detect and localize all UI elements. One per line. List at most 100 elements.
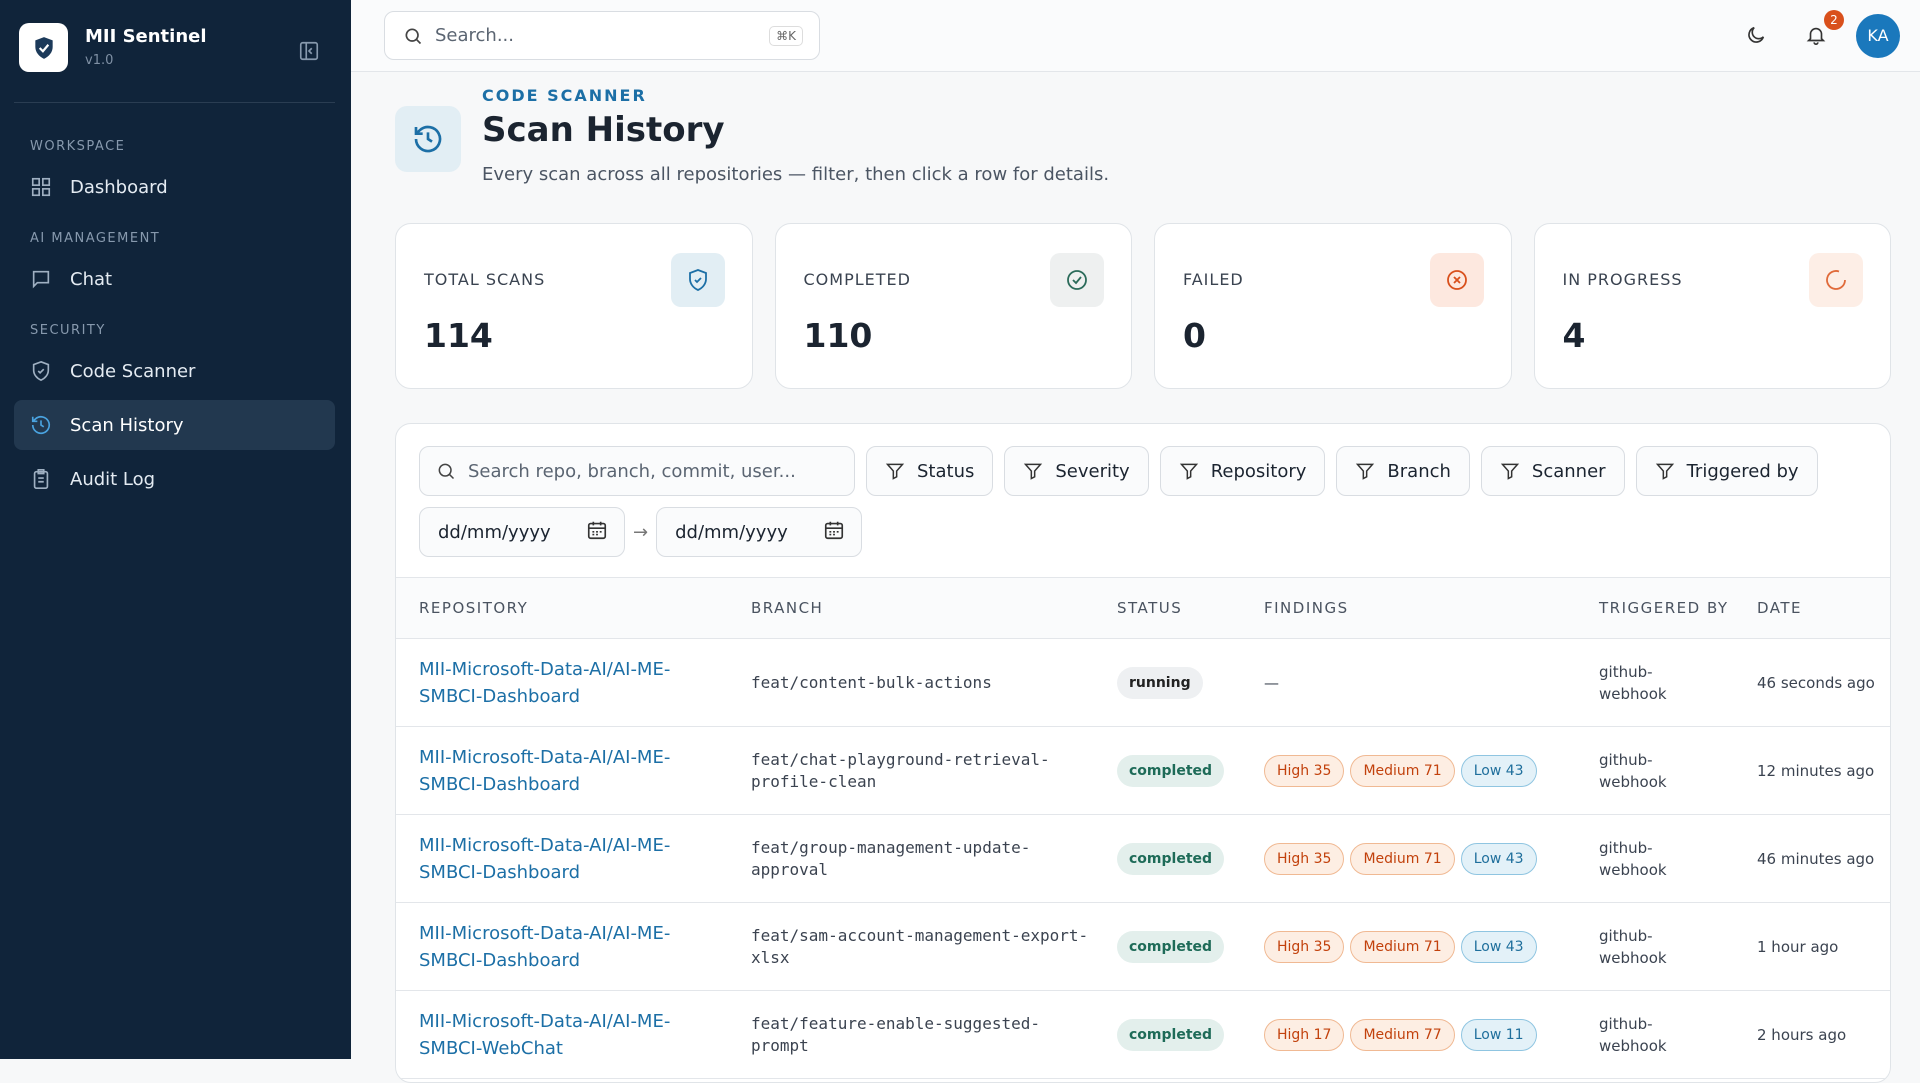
column-header: STATUS [1107, 577, 1254, 639]
collapse-button[interactable] [298, 40, 320, 62]
search-placeholder: Search... [435, 25, 515, 46]
divider [14, 102, 335, 103]
header-icon [395, 106, 461, 172]
cell: feat/feature-enable-suggested-prompt [741, 990, 1107, 1079]
stat-label: IN PROGRESS [1562, 270, 1683, 289]
scan-row[interactable]: MII-Microsoft-Data-AI/AI-ME-SMBCI-WebCha… [396, 990, 1890, 1079]
avatar[interactable]: KA [1856, 14, 1900, 58]
nav-item[interactable]: Code Scanner [14, 346, 335, 396]
icon-part [688, 269, 707, 291]
triggered-by: github-webhook [1599, 926, 1667, 967]
date-range: dd/mm/yyyy → dd/mm/yyyy [419, 507, 1867, 557]
notifications[interactable] [1805, 24, 1827, 46]
repo-link[interactable]: MII-Microsoft-Data-AI/AI-ME-SMBCI-Dashbo… [419, 658, 671, 707]
triggered-by: github-webhook [1599, 662, 1667, 703]
repo-link[interactable]: MII-Microsoft-Data-AI/AI-ME-SMBCI-Dashbo… [419, 746, 671, 795]
nav-item[interactable]: Audit Log [14, 454, 335, 504]
stat-card: IN PROGRESS 4 [1533, 223, 1891, 389]
filter-button-label: Severity [1055, 460, 1130, 482]
scan-row[interactable]: MII-Microsoft-Data-AI/AI-ME-SMBCI-Dashbo… [396, 814, 1890, 903]
nav: WORKSPACE Dashboard AI MANAGEMENT Chat SECUR… [14, 120, 335, 508]
filter-button-label: Scanner [1531, 460, 1606, 482]
filter-button[interactable]: Triggered by [1635, 446, 1818, 496]
filter-button-label: Repository [1210, 460, 1307, 482]
date-from[interactable]: dd/mm/yyyy [419, 507, 625, 557]
icon-part [34, 36, 53, 59]
cell: completed [1107, 726, 1254, 815]
stat-icon [670, 253, 725, 307]
filter-button[interactable]: Status [866, 446, 994, 496]
cell: High 35 Medium 71 Low 43 [1254, 902, 1589, 991]
cell: High 35 Medium 71 Low 43 [1254, 726, 1589, 815]
shortcut: ⌘K [769, 26, 803, 46]
status-badge: completed [1117, 842, 1225, 875]
filter-search[interactable]: Search repo, branch, commit, user... [419, 446, 855, 496]
scan-row[interactable]: MII-Microsoft-Data-AI/AI-ME-SMBCI-Dashbo… [396, 902, 1890, 991]
nav-section-label: AI MANAGEMENT [30, 231, 161, 246]
icon-part [414, 125, 442, 153]
nav-label: Audit Log [70, 468, 156, 490]
icon-part [1748, 26, 1765, 43]
icon-part [1356, 463, 1375, 480]
triggered-by: github-webhook [1599, 1014, 1667, 1055]
icon-part [1024, 463, 1043, 480]
finding-chip: Medium 77 [1350, 1018, 1455, 1051]
scan-table: REPOSITORY BRANCH STATUS FINDINGS TRIGGERED … [396, 577, 1890, 1079]
repo-link[interactable]: MII-Microsoft-Data-AI/AI-ME-SMBCI-WebCha… [419, 1010, 671, 1059]
finding-chip: Low 43 [1460, 842, 1537, 875]
nav-item[interactable]: Dashboard [14, 162, 335, 212]
filter-button-label: Triggered by [1686, 460, 1799, 482]
cell: 46 seconds ago [1747, 638, 1890, 727]
icon-part [1356, 463, 1375, 480]
status-badge: completed [1117, 930, 1225, 963]
cell: 1 hour ago [1747, 902, 1890, 991]
finding-chip: High 35 [1264, 842, 1345, 875]
filter-button[interactable]: Scanner [1480, 446, 1625, 496]
icon-part [1806, 27, 1826, 45]
stat-label: TOTAL SCANS [424, 270, 546, 289]
filter-button[interactable]: Severity [1004, 446, 1149, 496]
cell: feat/content-bulk-actions [741, 638, 1107, 727]
icon-part [1655, 463, 1674, 480]
finding-chip: Low 43 [1460, 930, 1537, 963]
cell: 12 minutes ago [1747, 726, 1890, 815]
finding-chip: Medium 71 [1350, 930, 1455, 963]
icon-part [1072, 276, 1082, 285]
finding-chip: High 17 [1264, 1018, 1345, 1051]
cell: github-webhook [1589, 814, 1747, 903]
filter-button-label: Branch [1387, 460, 1451, 482]
global-search[interactable]: Search... ⌘K [384, 11, 820, 60]
cell: High 17 Medium 77 Low 11 [1254, 990, 1589, 1079]
repo-link[interactable]: MII-Microsoft-Data-AI/AI-ME-SMBCI-Dashbo… [419, 922, 671, 971]
cell: completed [1107, 990, 1254, 1079]
filters: Search repo, branch, commit, user... Stat… [419, 446, 1867, 557]
date-to[interactable]: dd/mm/yyyy [656, 507, 863, 557]
icon-part [1500, 463, 1520, 480]
stat-card: COMPLETED 110 [774, 223, 1132, 389]
repo-link[interactable]: MII-Microsoft-Data-AI/AI-ME-SMBCI-Dashbo… [419, 834, 671, 883]
topbar: Search... ⌘K 2 KA [351, 0, 1920, 72]
cell: MII-Microsoft-Data-AI/AI-ME-SMBCI-Dashbo… [396, 814, 741, 903]
cell: github-webhook [1589, 990, 1747, 1079]
scan-row[interactable]: MII-Microsoft-Data-AI/AI-ME-SMBCI-Dashbo… [396, 726, 1890, 815]
calendar-icon [586, 519, 608, 546]
stat-value: 110 [803, 316, 873, 355]
nav-item[interactable]: Scan History [14, 400, 335, 450]
cell: feat/sam-account-management-export-xlsx [741, 902, 1107, 991]
scan-row[interactable]: MII-Microsoft-Data-AI/AI-ME-SMBCI-Dashbo… [396, 638, 1890, 727]
stats: TOTAL SCANS 114 COMPLETED 110 FAILED 0 IN PROG… [395, 223, 1891, 389]
theme-toggle[interactable] [1745, 24, 1767, 46]
nav-item[interactable]: Chat [14, 254, 335, 304]
icon-part [299, 41, 319, 61]
nav-label: Chat [70, 268, 113, 290]
filter-button[interactable]: Branch [1336, 446, 1470, 496]
filter-button[interactable]: Repository [1159, 446, 1326, 496]
triggered-by: github-webhook [1599, 750, 1667, 791]
date: 46 seconds ago [1757, 673, 1875, 692]
icon-part [31, 416, 51, 435]
icon-part [405, 28, 422, 44]
finding-chip: High 35 [1264, 754, 1345, 787]
icon-part [1826, 270, 1846, 290]
column-header: REPOSITORY [396, 577, 741, 639]
